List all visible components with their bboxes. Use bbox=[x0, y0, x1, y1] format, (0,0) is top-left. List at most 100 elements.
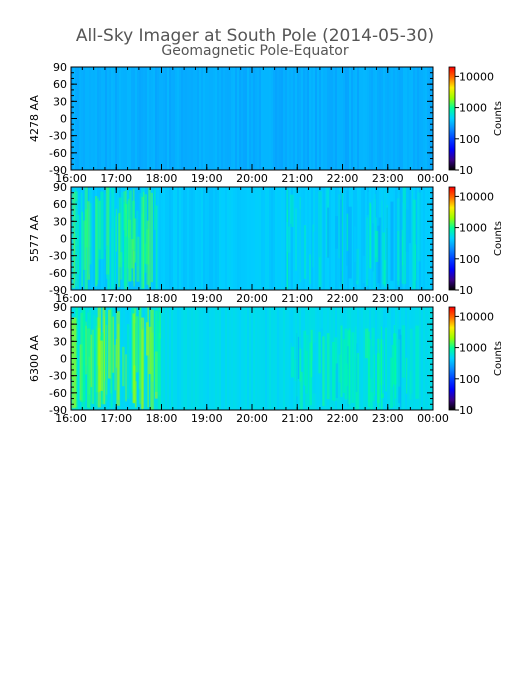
panel-6300-column bbox=[169, 307, 171, 410]
panel-6300-column bbox=[227, 307, 229, 410]
panel-4278-colorbar bbox=[448, 66, 456, 171]
panel-4278-ylabel: 4278 AA bbox=[28, 95, 41, 142]
panel-4278-column bbox=[89, 67, 91, 170]
panel-4278-column bbox=[181, 67, 183, 170]
panel-5577-ytick-label: -60 bbox=[49, 267, 67, 280]
panel-5577-aurora-streak-1 bbox=[295, 208, 297, 271]
panel-6300-aurora-streak-0 bbox=[90, 334, 93, 388]
panel-6300-aurora-streak-0 bbox=[110, 308, 113, 408]
panel-6300-column bbox=[225, 307, 227, 410]
panel-6300-column bbox=[231, 307, 233, 410]
panel-6300-aurora-streak-1 bbox=[294, 359, 298, 381]
panel-5577-aurora-streak-0 bbox=[133, 218, 137, 263]
panel-5577-column bbox=[389, 187, 391, 290]
panel-6300-aurora-streak-0 bbox=[141, 329, 143, 410]
panel-5577-aurora-streak-0 bbox=[141, 196, 144, 289]
panel-4278-column bbox=[163, 67, 165, 170]
panel-6300-column bbox=[233, 307, 235, 410]
panel-6300-aurora-streak-1 bbox=[381, 325, 386, 394]
panel-5577-column bbox=[223, 187, 225, 290]
panel-4278-xtick-label: 22:00 bbox=[327, 172, 359, 185]
panel-6300-aurora-streak-0 bbox=[99, 340, 103, 391]
panel-5577-column bbox=[197, 187, 199, 290]
panel-5577-column bbox=[161, 187, 163, 290]
panel-4278-column bbox=[107, 67, 109, 170]
panel-6300-column bbox=[363, 307, 365, 410]
panel-4278-column bbox=[289, 67, 291, 170]
panel-5577-colorbar-tick-label: 10 bbox=[459, 284, 473, 297]
panel-6300-aurora-streak-0 bbox=[150, 309, 154, 410]
panel-6300-column bbox=[197, 307, 199, 410]
panel-6300-column bbox=[251, 307, 253, 410]
panel-4278-column bbox=[173, 67, 175, 170]
panel-4278-column bbox=[193, 67, 195, 170]
panel-4278-column bbox=[99, 67, 101, 170]
panel-6300-aurora-streak-0 bbox=[83, 309, 86, 402]
panel-5577-aurora-streak-0 bbox=[118, 197, 123, 268]
panel-5577-column bbox=[219, 187, 221, 290]
panel-4278-column bbox=[143, 67, 145, 170]
panel-4278-column bbox=[169, 67, 171, 170]
panel-6300-column bbox=[165, 307, 167, 410]
panel-4278-column bbox=[315, 67, 317, 170]
panel-6300-aurora-streak-1 bbox=[370, 346, 374, 393]
panel-6300-aurora-streak-0 bbox=[138, 307, 142, 405]
panel-5577-column bbox=[153, 187, 155, 290]
panel-4278-column bbox=[95, 67, 97, 170]
panel-5577-column bbox=[183, 187, 185, 290]
panel-5577-xtick-label: 16:00 bbox=[55, 292, 87, 305]
panel-5577-column bbox=[361, 187, 363, 290]
panel-4278-colorbar-tick-label: 10 bbox=[459, 164, 473, 177]
panel-5577-column bbox=[103, 187, 105, 290]
panel-6300-aurora-streak-0 bbox=[103, 316, 105, 381]
panel-5577-ytick-label: 30 bbox=[53, 215, 67, 228]
panel-6300-aurora-streak-1 bbox=[340, 325, 343, 398]
panel-6300-column bbox=[189, 307, 191, 410]
panel-5577-column bbox=[297, 187, 299, 290]
panel-6300-colorbar bbox=[448, 306, 456, 411]
panel-5577-aurora-streak-1 bbox=[385, 188, 388, 229]
panel-5577-aurora-streak-0 bbox=[118, 213, 121, 288]
panel-4278-column bbox=[215, 67, 217, 170]
panel-5577-column bbox=[181, 187, 183, 290]
panel-5577-aurora-streak-1 bbox=[378, 217, 382, 289]
panel-4278-column bbox=[189, 67, 191, 170]
panel-4278-column bbox=[421, 67, 423, 170]
panel-5577-heatmap bbox=[71, 187, 433, 290]
panel-5577-aurora-streak-0 bbox=[89, 199, 91, 275]
panel-5577-aurora-streak-0 bbox=[148, 187, 151, 289]
panel-4278-column bbox=[269, 67, 271, 170]
figure-subtitle: Geomagnetic Pole-Equator bbox=[161, 43, 348, 59]
panel-4278-column bbox=[113, 67, 115, 170]
panel-5577-xtick-label: 17:00 bbox=[100, 292, 132, 305]
panel-5577-aurora-streak-0 bbox=[72, 192, 76, 289]
panel-4278-column bbox=[325, 67, 327, 170]
panel-6300-aurora-streak-0 bbox=[157, 307, 161, 410]
panel-5577-aurora-streak-1 bbox=[373, 187, 375, 287]
panel-4278-xtick-label: 23:00 bbox=[372, 172, 404, 185]
panel-6300-column bbox=[221, 307, 223, 410]
panel-4278-column bbox=[323, 67, 325, 170]
panel-4278-column bbox=[139, 67, 141, 170]
panel-4278-column bbox=[345, 67, 347, 170]
panel-4278-column bbox=[309, 67, 311, 170]
panel-6300-column bbox=[193, 307, 195, 410]
panel-4278-ytick-label: 90 bbox=[53, 61, 67, 74]
panel-5577-column bbox=[243, 187, 245, 290]
panel-6300-xtick-label: 22:00 bbox=[327, 412, 359, 425]
panel-6300-column bbox=[389, 307, 391, 410]
panel-4278-column bbox=[337, 67, 339, 170]
panel-5577-column bbox=[261, 187, 263, 290]
panel-4278-column bbox=[317, 67, 319, 170]
panel-5577-aurora-streak-0 bbox=[131, 200, 135, 250]
panel-5577-ytick-label: 60 bbox=[53, 198, 67, 211]
panel-6300-column bbox=[173, 307, 175, 410]
panel-4278-column bbox=[121, 67, 123, 170]
panel-6300-aurora-streak-0 bbox=[74, 317, 77, 408]
panel-5577-column bbox=[309, 187, 311, 290]
panel-4278-column bbox=[185, 67, 187, 170]
panel-5577-ytick-label: 90 bbox=[53, 181, 67, 194]
panel-6300-aurora-streak-1 bbox=[322, 336, 325, 407]
panel-6300-column bbox=[175, 307, 177, 410]
panel-4278-column bbox=[407, 67, 409, 170]
